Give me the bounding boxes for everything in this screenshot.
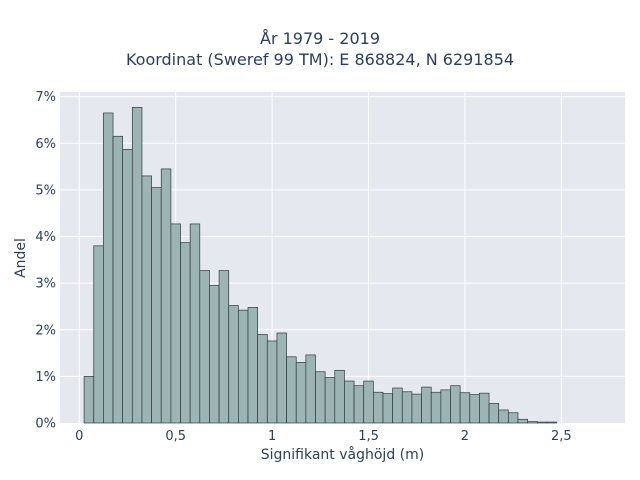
- histogram-bar: [334, 369, 345, 424]
- x-tick-label: 2,5: [551, 429, 572, 444]
- y-tick-label: 1%: [35, 370, 56, 385]
- histogram-bar: [344, 380, 355, 424]
- histogram-bar: [228, 305, 239, 424]
- y-tick-label: 7%: [35, 90, 56, 105]
- histogram-bar: [373, 391, 384, 424]
- histogram-bar: [266, 340, 278, 424]
- histogram-bar: [122, 148, 133, 424]
- histogram-bar: [536, 421, 548, 424]
- histogram-bar: [450, 385, 461, 424]
- histogram-bar: [170, 223, 181, 424]
- histogram-bar: [131, 107, 143, 424]
- y-tick-label: 4%: [35, 230, 56, 245]
- histogram-bar: [295, 362, 307, 424]
- histogram-bar: [199, 270, 210, 424]
- histogram-bar: [180, 242, 191, 424]
- y-tick-label: 2%: [35, 323, 56, 338]
- histogram-bar: [469, 394, 480, 424]
- histogram-bar: [112, 135, 124, 424]
- histogram-bar: [527, 421, 538, 424]
- histogram-bar: [286, 356, 297, 424]
- histogram-bar: [218, 270, 230, 424]
- x-tick-label: 1: [268, 429, 276, 444]
- histogram-bar: [103, 112, 114, 424]
- bars: [83, 107, 557, 424]
- x-axis-title: Signifikant våghöjd (m): [260, 447, 425, 463]
- histogram-bar: [459, 392, 471, 424]
- histogram-bar: [430, 391, 442, 424]
- chart-title-line-2: Koordinat (Sweref 99 TM): E 868824, N 62…: [125, 50, 515, 69]
- chart-title-line-1: År 1979 - 2019: [260, 29, 380, 48]
- y-tick-label: 5%: [35, 183, 56, 198]
- y-tick-labels: 0% 1% 2% 3% 4% 5% 6% 7%: [35, 90, 56, 431]
- histogram-bar: [479, 392, 490, 424]
- histogram-bar: [189, 223, 201, 424]
- x-tick-label: 1,5: [358, 429, 379, 444]
- y-axis-title: Andel: [13, 238, 29, 278]
- histogram-bar: [83, 376, 95, 424]
- histogram-bar: [276, 332, 287, 424]
- histogram-bar: [488, 403, 500, 424]
- y-tick-label: 0%: [35, 417, 56, 432]
- histogram-bar: [363, 380, 374, 424]
- histogram-bar: [238, 309, 249, 424]
- histogram-bar: [151, 187, 162, 424]
- histogram-bar: [160, 168, 172, 424]
- x-tick-label: 2: [461, 429, 469, 444]
- histogram-bar: [93, 245, 104, 424]
- histogram-bar: [382, 393, 393, 424]
- histogram-bar: [315, 371, 326, 424]
- histogram-bar: [209, 285, 220, 424]
- histogram-bar: [440, 389, 451, 424]
- histogram-bar: [401, 391, 413, 424]
- histogram-bar: [507, 412, 519, 424]
- x-tick-label: 0: [75, 429, 83, 444]
- y-tick-label: 6%: [35, 137, 56, 152]
- histogram-bar: [353, 385, 365, 424]
- histogram-bar: [517, 418, 528, 424]
- y-tick-label: 3%: [35, 277, 56, 292]
- histogram-bar: [247, 307, 259, 424]
- histogram-bar: [546, 421, 557, 424]
- histogram-bar: [392, 387, 403, 424]
- histogram-bar: [324, 376, 336, 424]
- histogram-bar: [141, 175, 152, 424]
- x-tick-label: 0,5: [165, 429, 186, 444]
- histogram-bar: [498, 409, 509, 424]
- histogram-bar: [305, 354, 316, 424]
- x-tick-labels: 0 0,5 1 1,5 2 2,5: [75, 429, 572, 444]
- histogram-bar: [421, 386, 432, 424]
- histogram-bar: [411, 393, 422, 424]
- histogram-bar: [257, 334, 268, 424]
